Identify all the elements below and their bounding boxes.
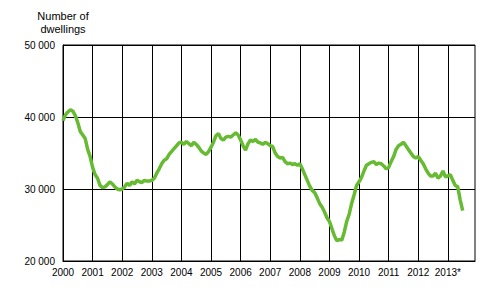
svg-text:2008: 2008: [289, 267, 312, 278]
svg-text:dwellings: dwellings: [40, 23, 86, 35]
svg-text:50 000: 50 000: [24, 40, 55, 51]
svg-text:2000: 2000: [52, 267, 75, 278]
svg-text:2007: 2007: [259, 267, 282, 278]
svg-text:2013*: 2013*: [435, 267, 461, 278]
svg-text:2010: 2010: [348, 267, 371, 278]
svg-text:2009: 2009: [318, 267, 341, 278]
svg-text:2002: 2002: [111, 267, 134, 278]
svg-text:Number of: Number of: [37, 10, 89, 22]
svg-text:30 000: 30 000: [24, 184, 55, 195]
svg-text:2004: 2004: [170, 267, 193, 278]
svg-text:2006: 2006: [230, 267, 253, 278]
svg-text:20 000: 20 000: [24, 256, 55, 267]
svg-text:2012: 2012: [407, 267, 430, 278]
svg-text:2005: 2005: [200, 267, 223, 278]
svg-text:2003: 2003: [141, 267, 164, 278]
svg-text:40 000: 40 000: [24, 112, 55, 123]
svg-text:2011: 2011: [378, 267, 400, 278]
svg-text:2001: 2001: [81, 267, 104, 278]
